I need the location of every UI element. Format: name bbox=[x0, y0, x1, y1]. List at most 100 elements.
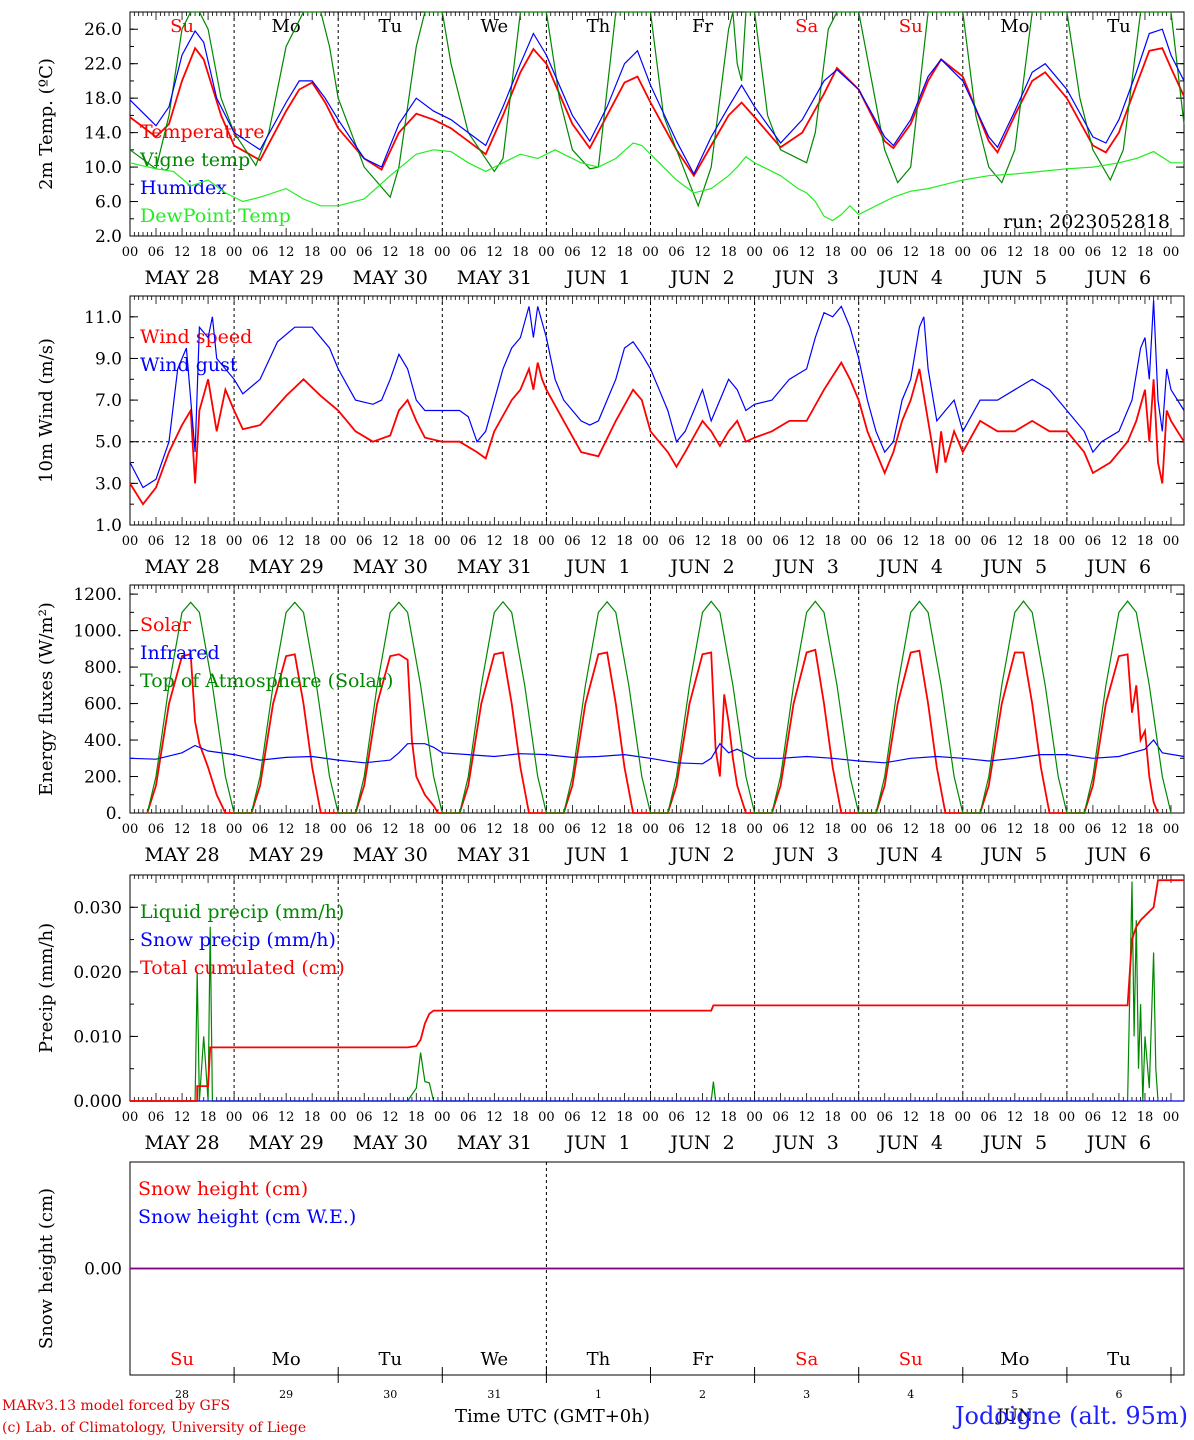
hour-tick-label: 06 bbox=[772, 822, 789, 837]
hour-tick-label: 06 bbox=[460, 1110, 477, 1125]
legend-entry: Liquid precip (mm/h) bbox=[140, 901, 344, 923]
hour-tick-label: 06 bbox=[148, 1110, 165, 1125]
date-label: MAY 28 bbox=[144, 556, 219, 578]
hour-tick-label: 00 bbox=[1163, 245, 1180, 260]
y-axis-label: Precip (mm/h) bbox=[36, 923, 57, 1053]
hour-tick-label: 12 bbox=[1007, 822, 1024, 837]
y-axis-label: Energy fluxes (W/m²) bbox=[36, 602, 57, 796]
run-annotation: run: 2023052818 bbox=[1003, 211, 1170, 233]
hour-tick-label: 00 bbox=[538, 822, 555, 837]
station-title: Jodoigne (alt. 95m) bbox=[954, 1402, 1188, 1430]
hour-tick-label: 12 bbox=[694, 1110, 711, 1125]
series-line bbox=[129, 360, 1185, 506]
hour-tick-label: 18 bbox=[824, 245, 841, 260]
series-line bbox=[129, 300, 1185, 489]
hour-tick-label: 06 bbox=[668, 534, 685, 549]
hour-tick-label: 06 bbox=[148, 534, 165, 549]
hour-tick-label: 00 bbox=[226, 1110, 243, 1125]
day-number-label: 6 bbox=[1115, 1388, 1122, 1401]
hour-tick-label: 12 bbox=[1111, 245, 1128, 260]
hour-tick-label: 00 bbox=[122, 245, 139, 260]
day-number-label: 31 bbox=[487, 1388, 501, 1401]
hour-tick-label: 00 bbox=[746, 822, 763, 837]
date-label: JUN 1 bbox=[564, 267, 630, 289]
hour-tick-label: 00 bbox=[330, 245, 347, 260]
date-label: JUN 3 bbox=[772, 267, 838, 289]
hour-tick-label: 12 bbox=[174, 534, 191, 549]
hour-tick-label: 00 bbox=[330, 534, 347, 549]
date-label: MAY 31 bbox=[457, 267, 532, 289]
hour-tick-label: 18 bbox=[408, 822, 425, 837]
panel-frame-1 bbox=[129, 11, 1185, 237]
panel-frame-3 bbox=[129, 584, 1185, 814]
hour-tick-label: 12 bbox=[590, 534, 607, 549]
hour-tick-label: 18 bbox=[1137, 1110, 1154, 1125]
hour-tick-label: 12 bbox=[1007, 245, 1024, 260]
hour-tick-label: 12 bbox=[694, 245, 711, 260]
series-line bbox=[129, 142, 1184, 222]
date-label: MAY 29 bbox=[249, 556, 324, 578]
hour-tick-label: 00 bbox=[955, 822, 972, 837]
legend-entry: DewPoint Temp bbox=[140, 205, 291, 227]
legend-entry: Wind gust bbox=[140, 354, 238, 376]
hour-tick-label: 00 bbox=[122, 534, 139, 549]
hour-tick-label: 00 bbox=[850, 822, 867, 837]
hour-tick-label: 06 bbox=[981, 245, 998, 260]
hour-tick-label: 18 bbox=[928, 245, 945, 260]
hour-tick-label: 18 bbox=[720, 245, 737, 260]
hour-tick-label: 06 bbox=[876, 822, 893, 837]
hour-tick-label: 06 bbox=[252, 534, 269, 549]
hour-tick-label: 00 bbox=[434, 822, 451, 837]
hour-tick-label: 18 bbox=[304, 245, 321, 260]
hour-tick-label: 00 bbox=[538, 1110, 555, 1125]
y-axis-label: 2m Temp. (ºC) bbox=[36, 58, 57, 190]
legend-entry: Snow precip (mm/h) bbox=[140, 929, 336, 951]
hour-tick-label: 18 bbox=[1137, 822, 1154, 837]
hour-tick-label: 06 bbox=[356, 534, 373, 549]
hour-tick-label: 12 bbox=[174, 822, 191, 837]
weekday-label: Su bbox=[899, 1349, 923, 1370]
weekday-label: Mo bbox=[272, 1349, 301, 1370]
hour-tick-label: 18 bbox=[1137, 534, 1154, 549]
weekday-label: Fr bbox=[692, 1349, 713, 1370]
hour-tick-label: 00 bbox=[955, 534, 972, 549]
y-tick-label: 6.0 bbox=[95, 193, 122, 213]
hour-tick-label: 00 bbox=[1059, 822, 1076, 837]
hour-tick-label: 06 bbox=[252, 822, 269, 837]
hour-tick-label: 06 bbox=[668, 245, 685, 260]
date-label: JUN 1 bbox=[564, 556, 630, 578]
hour-tick-label: 18 bbox=[1033, 245, 1050, 260]
y-tick-label: 0.010 bbox=[73, 1027, 122, 1047]
y-axis-label: Snow height (cm) bbox=[36, 1188, 57, 1349]
hour-tick-label: 00 bbox=[434, 534, 451, 549]
hour-tick-label: 12 bbox=[486, 822, 503, 837]
weekday-label: Su bbox=[170, 16, 194, 37]
hour-tick-label: 00 bbox=[1059, 245, 1076, 260]
hour-tick-label: 18 bbox=[720, 534, 737, 549]
hour-tick-label: 06 bbox=[1085, 1110, 1102, 1125]
hour-tick-label: 06 bbox=[460, 534, 477, 549]
hour-tick-label: 12 bbox=[486, 534, 503, 549]
hour-tick-label: 12 bbox=[382, 245, 399, 260]
hour-tick-label: 18 bbox=[616, 1110, 633, 1125]
hour-tick-label: 18 bbox=[616, 245, 633, 260]
legend-entry: Top of Atmosphere (Solar) bbox=[140, 670, 393, 692]
hour-tick-label: 00 bbox=[746, 245, 763, 260]
hour-tick-label: 06 bbox=[876, 245, 893, 260]
hour-tick-label: 18 bbox=[616, 822, 633, 837]
hour-tick-label: 12 bbox=[798, 1110, 815, 1125]
y-tick-label: 14.0 bbox=[84, 124, 122, 144]
hour-tick-label: 06 bbox=[564, 245, 581, 260]
y-tick-label: 1.0 bbox=[95, 516, 122, 536]
hour-tick-label: 18 bbox=[304, 822, 321, 837]
hour-tick-label: 12 bbox=[278, 1110, 295, 1125]
hour-tick-label: 06 bbox=[252, 1110, 269, 1125]
y-tick-label: 22.0 bbox=[84, 55, 122, 75]
hour-tick-label: 06 bbox=[356, 245, 373, 260]
hour-tick-label: 06 bbox=[668, 822, 685, 837]
series-line bbox=[129, 739, 1185, 765]
month-label: JUN bbox=[995, 1406, 1033, 1426]
hour-tick-label: 00 bbox=[746, 1110, 763, 1125]
hour-tick-label: 12 bbox=[902, 245, 919, 260]
y-tick-label: 9.0 bbox=[95, 349, 122, 369]
